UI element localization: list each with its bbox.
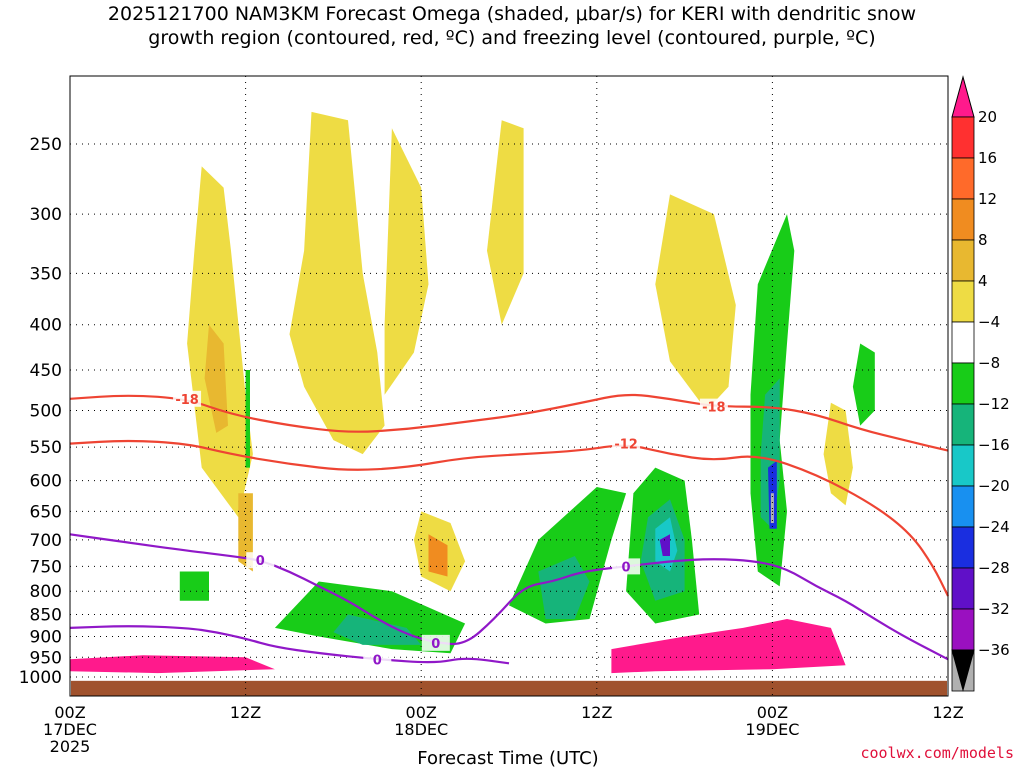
colorbar-bin xyxy=(951,608,975,651)
source-credit: coolwx.com/models xyxy=(860,744,1014,762)
y-tick-label: 800 xyxy=(30,582,62,602)
plot-frame xyxy=(69,75,949,697)
colorbar-bin xyxy=(951,116,975,159)
y-tick-label: 750 xyxy=(30,557,62,577)
contour-label-bg xyxy=(699,398,728,415)
colorbar-tick-label: 12 xyxy=(978,190,997,208)
colorbar-tick-label: −28 xyxy=(978,559,1010,577)
colorbar-tick-label: −16 xyxy=(978,436,1010,454)
dgz-contour-minus18 xyxy=(69,393,949,452)
contour-label: -18 xyxy=(175,393,199,408)
y-tick-label: 300 xyxy=(30,205,62,225)
y-tick-label: 600 xyxy=(30,472,62,492)
omega-shaded-region xyxy=(852,343,875,426)
colorbar-bin xyxy=(951,526,975,569)
omega-shaded-region xyxy=(289,111,385,455)
colorbar-bin xyxy=(951,239,975,282)
x-tick-label: 12Z xyxy=(932,703,963,722)
y-tick-label: 850 xyxy=(30,606,62,626)
y-tick-label: 500 xyxy=(30,402,62,422)
colorbar-tick-label: 20 xyxy=(978,108,997,126)
colorbar-over-arrow xyxy=(951,75,975,118)
colorbar-tick-label: 8 xyxy=(978,231,988,249)
y-tick-label: 900 xyxy=(30,627,62,647)
x-axis-label: Forecast Time (UTC) xyxy=(417,748,598,768)
y-tick-label: 350 xyxy=(30,264,62,284)
y-tick-label: 700 xyxy=(30,531,62,551)
omega-shaded-region xyxy=(655,194,736,411)
chart-title-line2: growth region (contoured, red, ºC) and f… xyxy=(148,27,876,49)
x-tick-label: 18DEC xyxy=(394,720,448,739)
colorbar-bin xyxy=(951,362,975,405)
y-tick-label: 950 xyxy=(30,648,62,668)
colorbar-bin xyxy=(951,403,975,446)
contour-label: 0 xyxy=(256,554,265,569)
y-tick-label: 1000 xyxy=(19,668,62,688)
colorbar-tick-label: 16 xyxy=(978,149,997,167)
contour-label: 0 xyxy=(373,653,382,668)
contour-label-bg xyxy=(421,634,450,651)
ground-below-surface xyxy=(71,680,947,696)
colorbar-tick-label: −24 xyxy=(978,518,1010,536)
colorbar-bin xyxy=(951,157,975,200)
colorbar-tick-label: −20 xyxy=(978,477,1010,495)
omega-shaded-region xyxy=(538,556,590,619)
omega-shaded-region xyxy=(204,324,228,433)
omega-shaded-region xyxy=(509,487,627,624)
colorbar-tick-label: −4 xyxy=(978,313,1000,331)
colorbar-tick-label: −36 xyxy=(978,641,1010,659)
x-tick-label: 12Z xyxy=(581,703,612,722)
x-tick-label: 00Z xyxy=(54,703,85,722)
colorbar-bin xyxy=(951,280,975,323)
colorbar-tick-label: −12 xyxy=(978,395,1010,413)
freezing-level-contour xyxy=(69,625,510,665)
colorbar-bin xyxy=(951,321,975,364)
dgz-contour-minus12 xyxy=(69,439,949,597)
colorbar-tick-label: −32 xyxy=(978,600,1010,618)
contour-label-bg xyxy=(246,552,275,569)
y-tick-label: 650 xyxy=(30,502,62,522)
contour-label-bg xyxy=(173,390,202,407)
x-tick-label: 00Z xyxy=(757,703,788,722)
omega-shaded-region xyxy=(274,581,466,654)
colorbar-bin xyxy=(951,198,975,241)
omega-shaded-region xyxy=(384,128,429,395)
colorbar-tick-label: −8 xyxy=(978,354,1000,372)
contour-label-bg xyxy=(363,651,392,668)
contour-label: 0 xyxy=(622,560,631,575)
colorbar-under-arrow xyxy=(951,649,975,692)
y-tick-label: 550 xyxy=(30,438,62,458)
y-tick-label: 250 xyxy=(30,135,62,155)
x-tick-label: 12Z xyxy=(230,703,261,722)
colorbar-bin xyxy=(951,567,975,610)
omega-shaded-region xyxy=(611,619,846,674)
contour-label: -12 xyxy=(614,438,638,453)
omega-shaded-region xyxy=(70,655,275,674)
omega-shaded-region xyxy=(487,120,524,325)
x-tick-label: 00Z xyxy=(406,703,437,722)
contour-label-bg xyxy=(612,558,641,575)
omega-shaded-region xyxy=(659,534,670,556)
contour-label-bg xyxy=(612,435,641,452)
colorbar-bin xyxy=(951,444,975,487)
omega-shaded-region xyxy=(245,370,250,468)
colorbar-bin xyxy=(951,485,975,528)
contour-label: 0 xyxy=(431,637,440,652)
omega-shaded-region xyxy=(823,402,853,506)
y-tick-label: 400 xyxy=(30,316,62,336)
omega-shaded-region xyxy=(333,614,422,645)
x-tick-label: 2025 xyxy=(50,737,91,756)
omega-shaded-region xyxy=(179,571,209,601)
x-tick-label: 19DEC xyxy=(745,720,799,739)
x-tick-label: 17DEC xyxy=(43,720,97,739)
y-tick-label: 450 xyxy=(30,361,62,381)
contour-label: -18 xyxy=(702,401,726,416)
chart-title-line1: 2025121700 NAM3KM Forecast Omega (shaded… xyxy=(107,3,917,25)
colorbar-tick-label: 4 xyxy=(978,272,988,290)
